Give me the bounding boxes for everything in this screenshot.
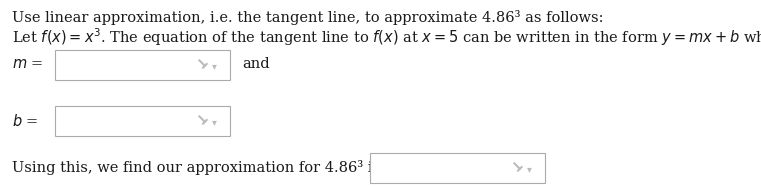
Text: $b$ =: $b$ = — [12, 113, 39, 129]
Bar — [55, 106, 230, 136]
Text: ▾: ▾ — [527, 164, 531, 174]
Bar — [55, 50, 230, 80]
Bar — [370, 153, 545, 183]
Text: ▾: ▾ — [212, 117, 216, 127]
Text: ▾: ▾ — [212, 61, 216, 71]
Text: Let $f(x) = x^3$. The equation of the tangent line to $f(x)$ at $x = 5$ can be w: Let $f(x) = x^3$. The equation of the ta… — [12, 26, 761, 48]
Text: $m$ =: $m$ = — [12, 57, 43, 71]
Text: Using this, we find our approximation for 4.86³ is: Using this, we find our approximation fo… — [12, 160, 380, 175]
Text: Use linear approximation, i.e. the tangent line, to approximate 4.86³ as follows: Use linear approximation, i.e. the tange… — [12, 10, 603, 25]
Text: and: and — [242, 57, 269, 71]
